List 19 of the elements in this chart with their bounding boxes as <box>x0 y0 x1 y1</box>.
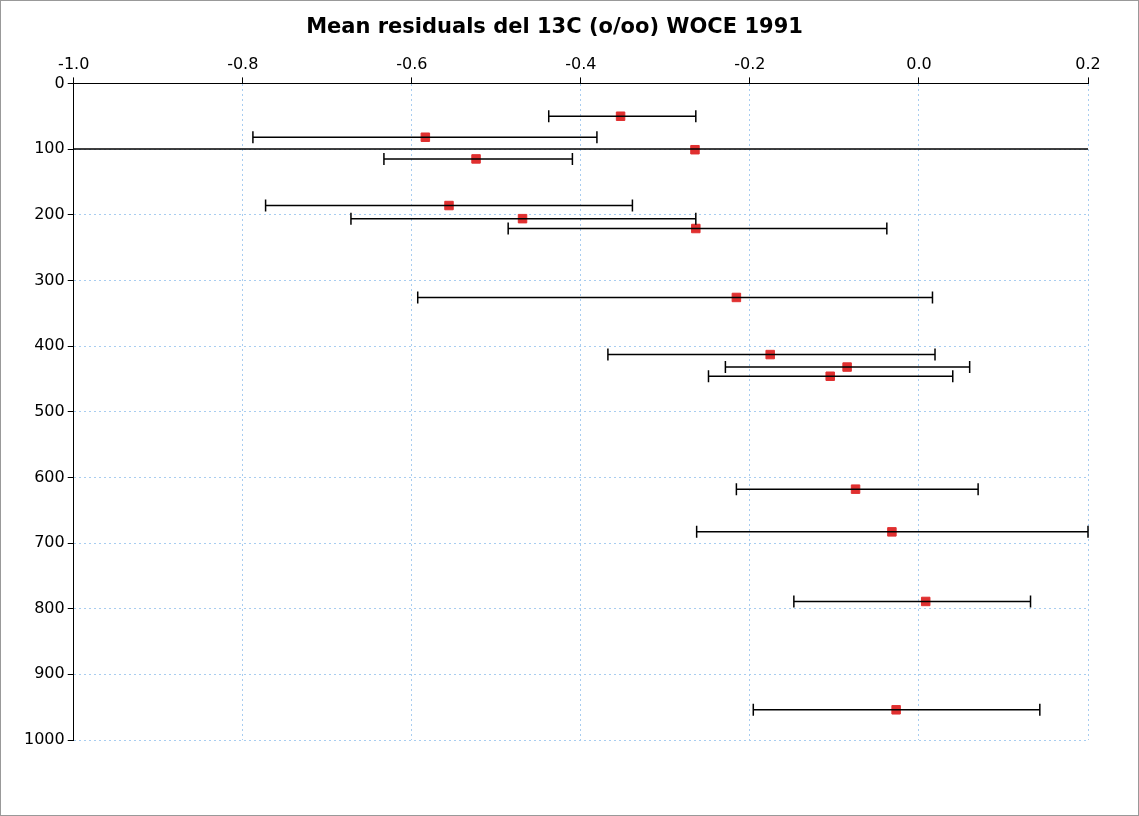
y-tick-label: 900 <box>34 663 65 683</box>
x-tick-label: -0.6 <box>396 53 428 73</box>
y-tick-label: 300 <box>34 269 65 289</box>
y-tick-label: 600 <box>34 466 65 486</box>
y-tick-label: 100 <box>34 138 65 158</box>
y-tick-label: 800 <box>34 597 65 617</box>
x-tick-label: -0.2 <box>734 53 766 73</box>
y-tick-label: 0 <box>54 72 65 92</box>
y-tick-label: 200 <box>34 203 65 223</box>
y-tick-label: 400 <box>34 335 65 355</box>
y-tick-label: 1000 <box>24 729 65 749</box>
chart-title: Mean residuals del 13C (o/oo) WOCE 1991 <box>306 14 803 39</box>
y-tick-label: 500 <box>34 400 65 420</box>
y-tick-label: 700 <box>34 532 65 552</box>
x-tick-label: 0.2 <box>1075 53 1101 73</box>
x-tick-label: -0.4 <box>565 53 597 73</box>
x-tick-label: -1.0 <box>58 53 90 73</box>
x-tick-label: -0.8 <box>227 53 259 73</box>
x-tick-label: 0.0 <box>906 53 932 73</box>
